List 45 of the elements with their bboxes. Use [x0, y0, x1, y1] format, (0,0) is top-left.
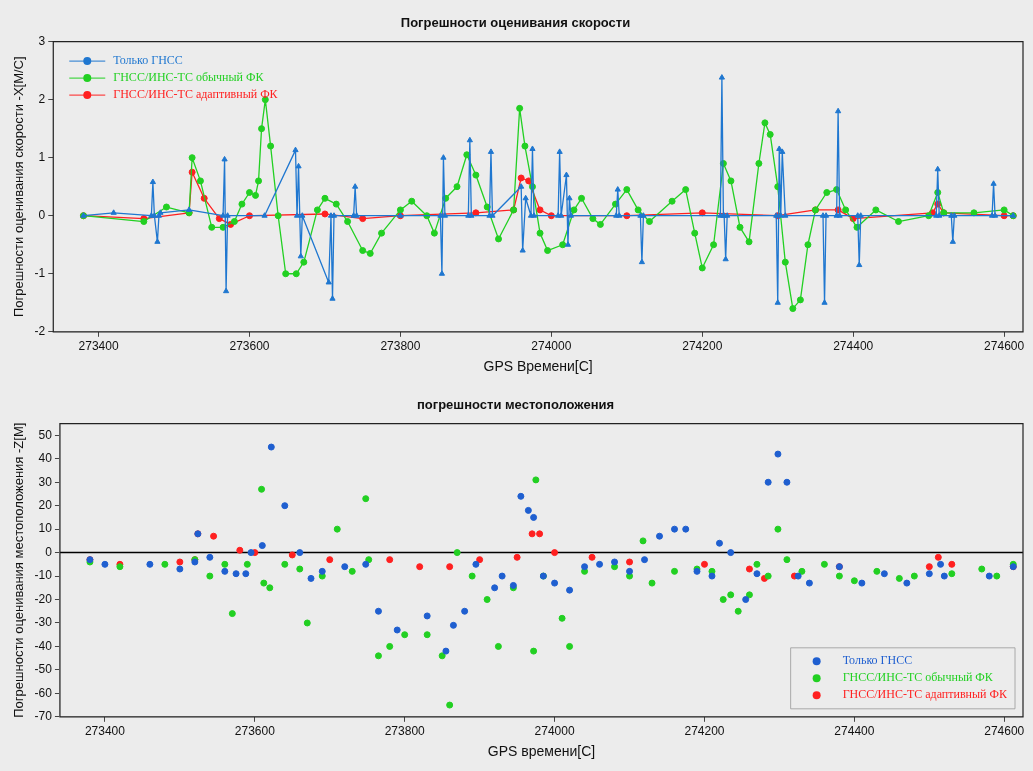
x-axis-title: GPS Времени[С]: [483, 358, 593, 375]
legend-label: ГНСС/ИНС-ТС обычный ФК: [113, 70, 265, 85]
x-axis-title: GPS времени[С]: [487, 743, 596, 760]
chart-title: Погрешности оценивания скорости: [400, 15, 631, 31]
x-tick-label: 273800: [384, 724, 426, 739]
y-tick-label: -20: [34, 591, 53, 606]
y-tick-label: 30: [38, 474, 53, 489]
x-tick-label: 274600: [984, 724, 1025, 739]
x-tick-label: 274600: [984, 339, 1025, 354]
x-tick-label: 274000: [534, 724, 575, 739]
y-tick-label: 40: [38, 451, 53, 466]
x-tick-label: 274200: [682, 339, 723, 354]
x-tick-label: 273400: [84, 724, 126, 739]
y-axis-title: Погрешности оценивания скорости -X[M/C]: [11, 56, 27, 318]
x-tick-label: 274400: [834, 724, 875, 739]
y-tick-label: 0: [45, 544, 53, 559]
x-tick-label: 273400: [78, 339, 119, 354]
y-tick-label: -30: [34, 615, 53, 630]
y-tick-label: 10: [38, 521, 53, 536]
x-tick-label: 273800: [380, 339, 421, 354]
x-tick-label: 274200: [684, 724, 725, 739]
legend-label: ГНСС/ИНС-ТС адаптивный ФК: [842, 687, 1008, 702]
y-tick-label: -1: [34, 266, 46, 281]
x-tick-label: 274000: [531, 339, 572, 354]
y-tick-label: 1: [38, 149, 46, 164]
legend-label: Только ГНСС: [842, 653, 913, 668]
y-tick-label: 3: [38, 33, 46, 48]
legend-label: Только ГНСС: [113, 53, 183, 68]
y-tick-label: 50: [38, 427, 53, 442]
legend-label: ГНСС/ИНС-ТС обычный ФК: [842, 670, 994, 685]
y-tick-label: -40: [34, 638, 53, 653]
y-tick-label: -60: [34, 685, 53, 700]
x-tick-label: 273600: [234, 724, 276, 739]
y-tick-label: -2: [34, 324, 46, 339]
y-tick-label: 20: [38, 498, 53, 513]
y-tick-label: 0: [38, 208, 46, 223]
legend-label: ГНСС/ИНС-ТС адаптивный ФК: [113, 87, 279, 102]
y-tick-label: -70: [34, 709, 53, 724]
y-tick-label: -10: [34, 568, 53, 583]
x-tick-label: 274400: [833, 339, 874, 354]
y-tick-label: 2: [38, 91, 46, 106]
y-axis-title: Погрешности оценивания местоположения -Z[M]: [11, 422, 27, 718]
x-tick-label: 273600: [229, 339, 270, 354]
chart-title: погрешности местоположения: [416, 397, 615, 413]
y-tick-label: -50: [34, 662, 53, 677]
